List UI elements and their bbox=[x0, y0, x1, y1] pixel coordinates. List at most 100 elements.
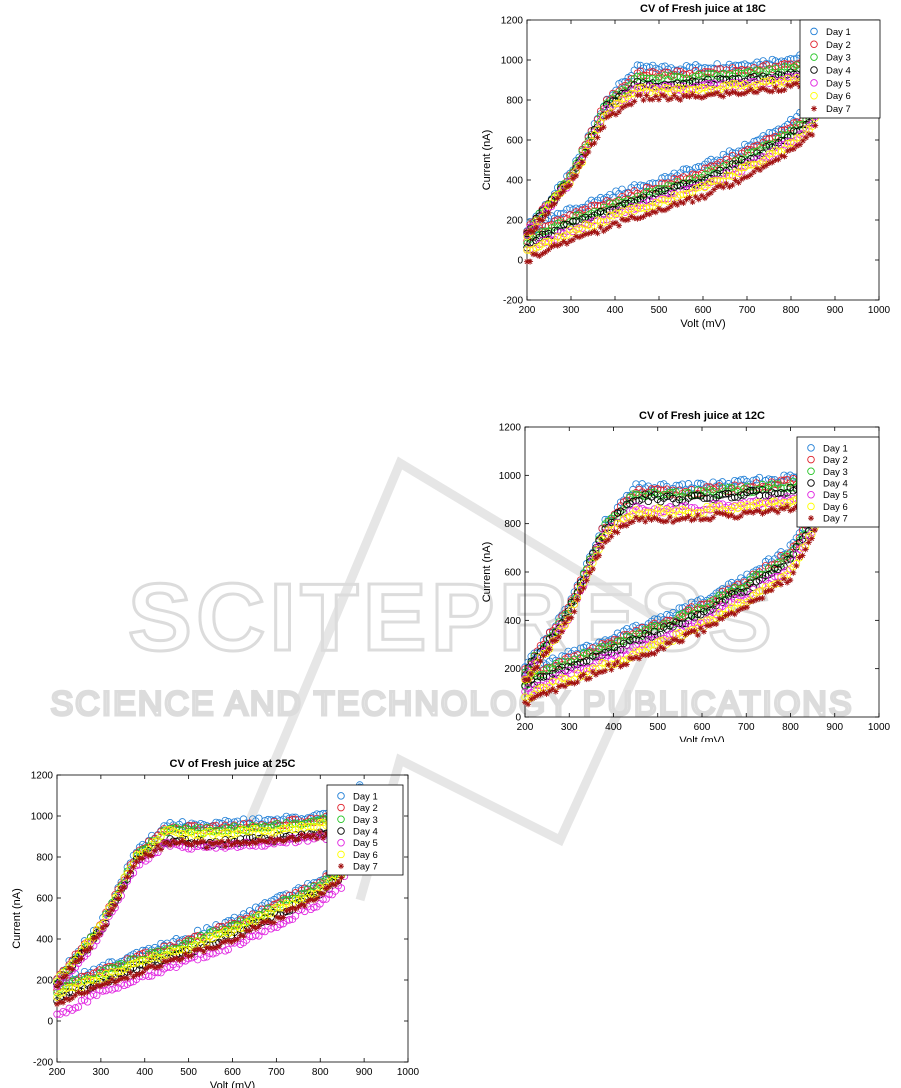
data-point bbox=[625, 101, 632, 108]
data-point bbox=[591, 228, 598, 235]
x-tick-label: 300 bbox=[563, 305, 580, 316]
data-point bbox=[326, 883, 333, 890]
data-point bbox=[118, 975, 125, 982]
data-point bbox=[651, 514, 658, 521]
data-point bbox=[673, 67, 681, 75]
data-point bbox=[714, 183, 721, 190]
data-point bbox=[112, 902, 119, 909]
data-point bbox=[636, 204, 645, 213]
data-point bbox=[66, 996, 73, 1003]
y-tick-label: 1000 bbox=[31, 812, 54, 823]
data-point bbox=[734, 514, 741, 521]
data-point bbox=[69, 966, 76, 973]
data-point bbox=[780, 476, 788, 484]
data-point bbox=[221, 816, 229, 825]
legend-marker bbox=[807, 444, 815, 452]
data-point bbox=[313, 835, 320, 842]
data-point bbox=[237, 932, 244, 939]
x-tick-label: 800 bbox=[783, 305, 800, 316]
data-point bbox=[115, 895, 122, 902]
data-point bbox=[643, 92, 650, 99]
data-point bbox=[176, 957, 183, 964]
data-point bbox=[594, 134, 601, 141]
legend-label: Day 1 bbox=[353, 791, 378, 802]
data-point bbox=[338, 874, 345, 881]
data-point bbox=[799, 552, 806, 559]
cv-chart-18c: CV of Fresh juice at 18C 200 300 400 500 600 7… bbox=[470, 0, 890, 338]
data-point bbox=[620, 661, 627, 668]
data-point bbox=[249, 838, 256, 845]
data-point bbox=[724, 505, 733, 514]
data-point bbox=[577, 589, 584, 596]
data-point bbox=[261, 838, 268, 845]
data-point bbox=[148, 963, 155, 970]
data-point bbox=[621, 199, 629, 208]
data-point bbox=[634, 215, 641, 222]
data-point bbox=[763, 162, 770, 169]
x-tick-label: 200 bbox=[519, 305, 536, 316]
data-point bbox=[75, 989, 82, 996]
data-point bbox=[781, 86, 788, 93]
data-point bbox=[552, 637, 559, 644]
data-point bbox=[219, 939, 226, 946]
data-point bbox=[151, 964, 158, 971]
data-point bbox=[793, 142, 800, 149]
data-point bbox=[688, 628, 695, 635]
data-point bbox=[676, 516, 683, 523]
data-point bbox=[173, 840, 180, 847]
data-markers bbox=[53, 781, 364, 1018]
data-point bbox=[708, 91, 714, 98]
data-point bbox=[313, 895, 320, 902]
data-point bbox=[102, 980, 109, 987]
legend-marker bbox=[337, 838, 345, 847]
data-point bbox=[731, 168, 740, 176]
data-point bbox=[608, 666, 615, 673]
data-point bbox=[694, 632, 701, 638]
data-point bbox=[641, 490, 649, 498]
data-point bbox=[790, 506, 797, 513]
data-point bbox=[175, 829, 184, 838]
data-point bbox=[582, 231, 589, 238]
data-point bbox=[228, 939, 235, 946]
data-point bbox=[528, 696, 535, 703]
data-point bbox=[710, 514, 717, 521]
chart-title: CV of Fresh juice at 18C bbox=[640, 3, 766, 15]
data-point bbox=[645, 651, 652, 658]
data-point bbox=[784, 503, 791, 510]
data-point bbox=[778, 152, 785, 159]
data-point bbox=[589, 652, 597, 660]
data-point bbox=[790, 80, 797, 87]
data-point bbox=[93, 991, 101, 1000]
data-point bbox=[787, 83, 794, 90]
series-7 bbox=[54, 805, 363, 1008]
data-point bbox=[139, 855, 146, 862]
data-point bbox=[637, 92, 644, 99]
data-point bbox=[713, 509, 720, 516]
data-point bbox=[310, 823, 318, 831]
data-point bbox=[777, 489, 785, 497]
data-point bbox=[197, 946, 204, 953]
data-point bbox=[557, 191, 564, 198]
data-point bbox=[677, 199, 684, 206]
x-tick-label: 400 bbox=[605, 722, 622, 733]
data-point bbox=[662, 93, 668, 100]
data-point bbox=[298, 831, 305, 838]
data-point bbox=[670, 636, 677, 643]
data-point bbox=[711, 91, 718, 98]
data-point bbox=[178, 945, 187, 954]
data-point bbox=[643, 211, 650, 218]
data-point bbox=[762, 508, 769, 515]
data-point bbox=[93, 934, 100, 941]
data-point bbox=[668, 203, 675, 210]
data-point bbox=[645, 514, 652, 521]
data-point bbox=[725, 611, 732, 618]
data-point bbox=[611, 528, 618, 535]
data-point bbox=[316, 819, 324, 827]
data-point bbox=[546, 646, 553, 653]
data-point bbox=[559, 682, 566, 689]
data-point bbox=[793, 503, 800, 510]
data-point bbox=[157, 846, 164, 853]
data-point bbox=[586, 675, 593, 682]
watermark-logo-shape bbox=[245, 456, 666, 902]
data-point bbox=[698, 192, 705, 199]
